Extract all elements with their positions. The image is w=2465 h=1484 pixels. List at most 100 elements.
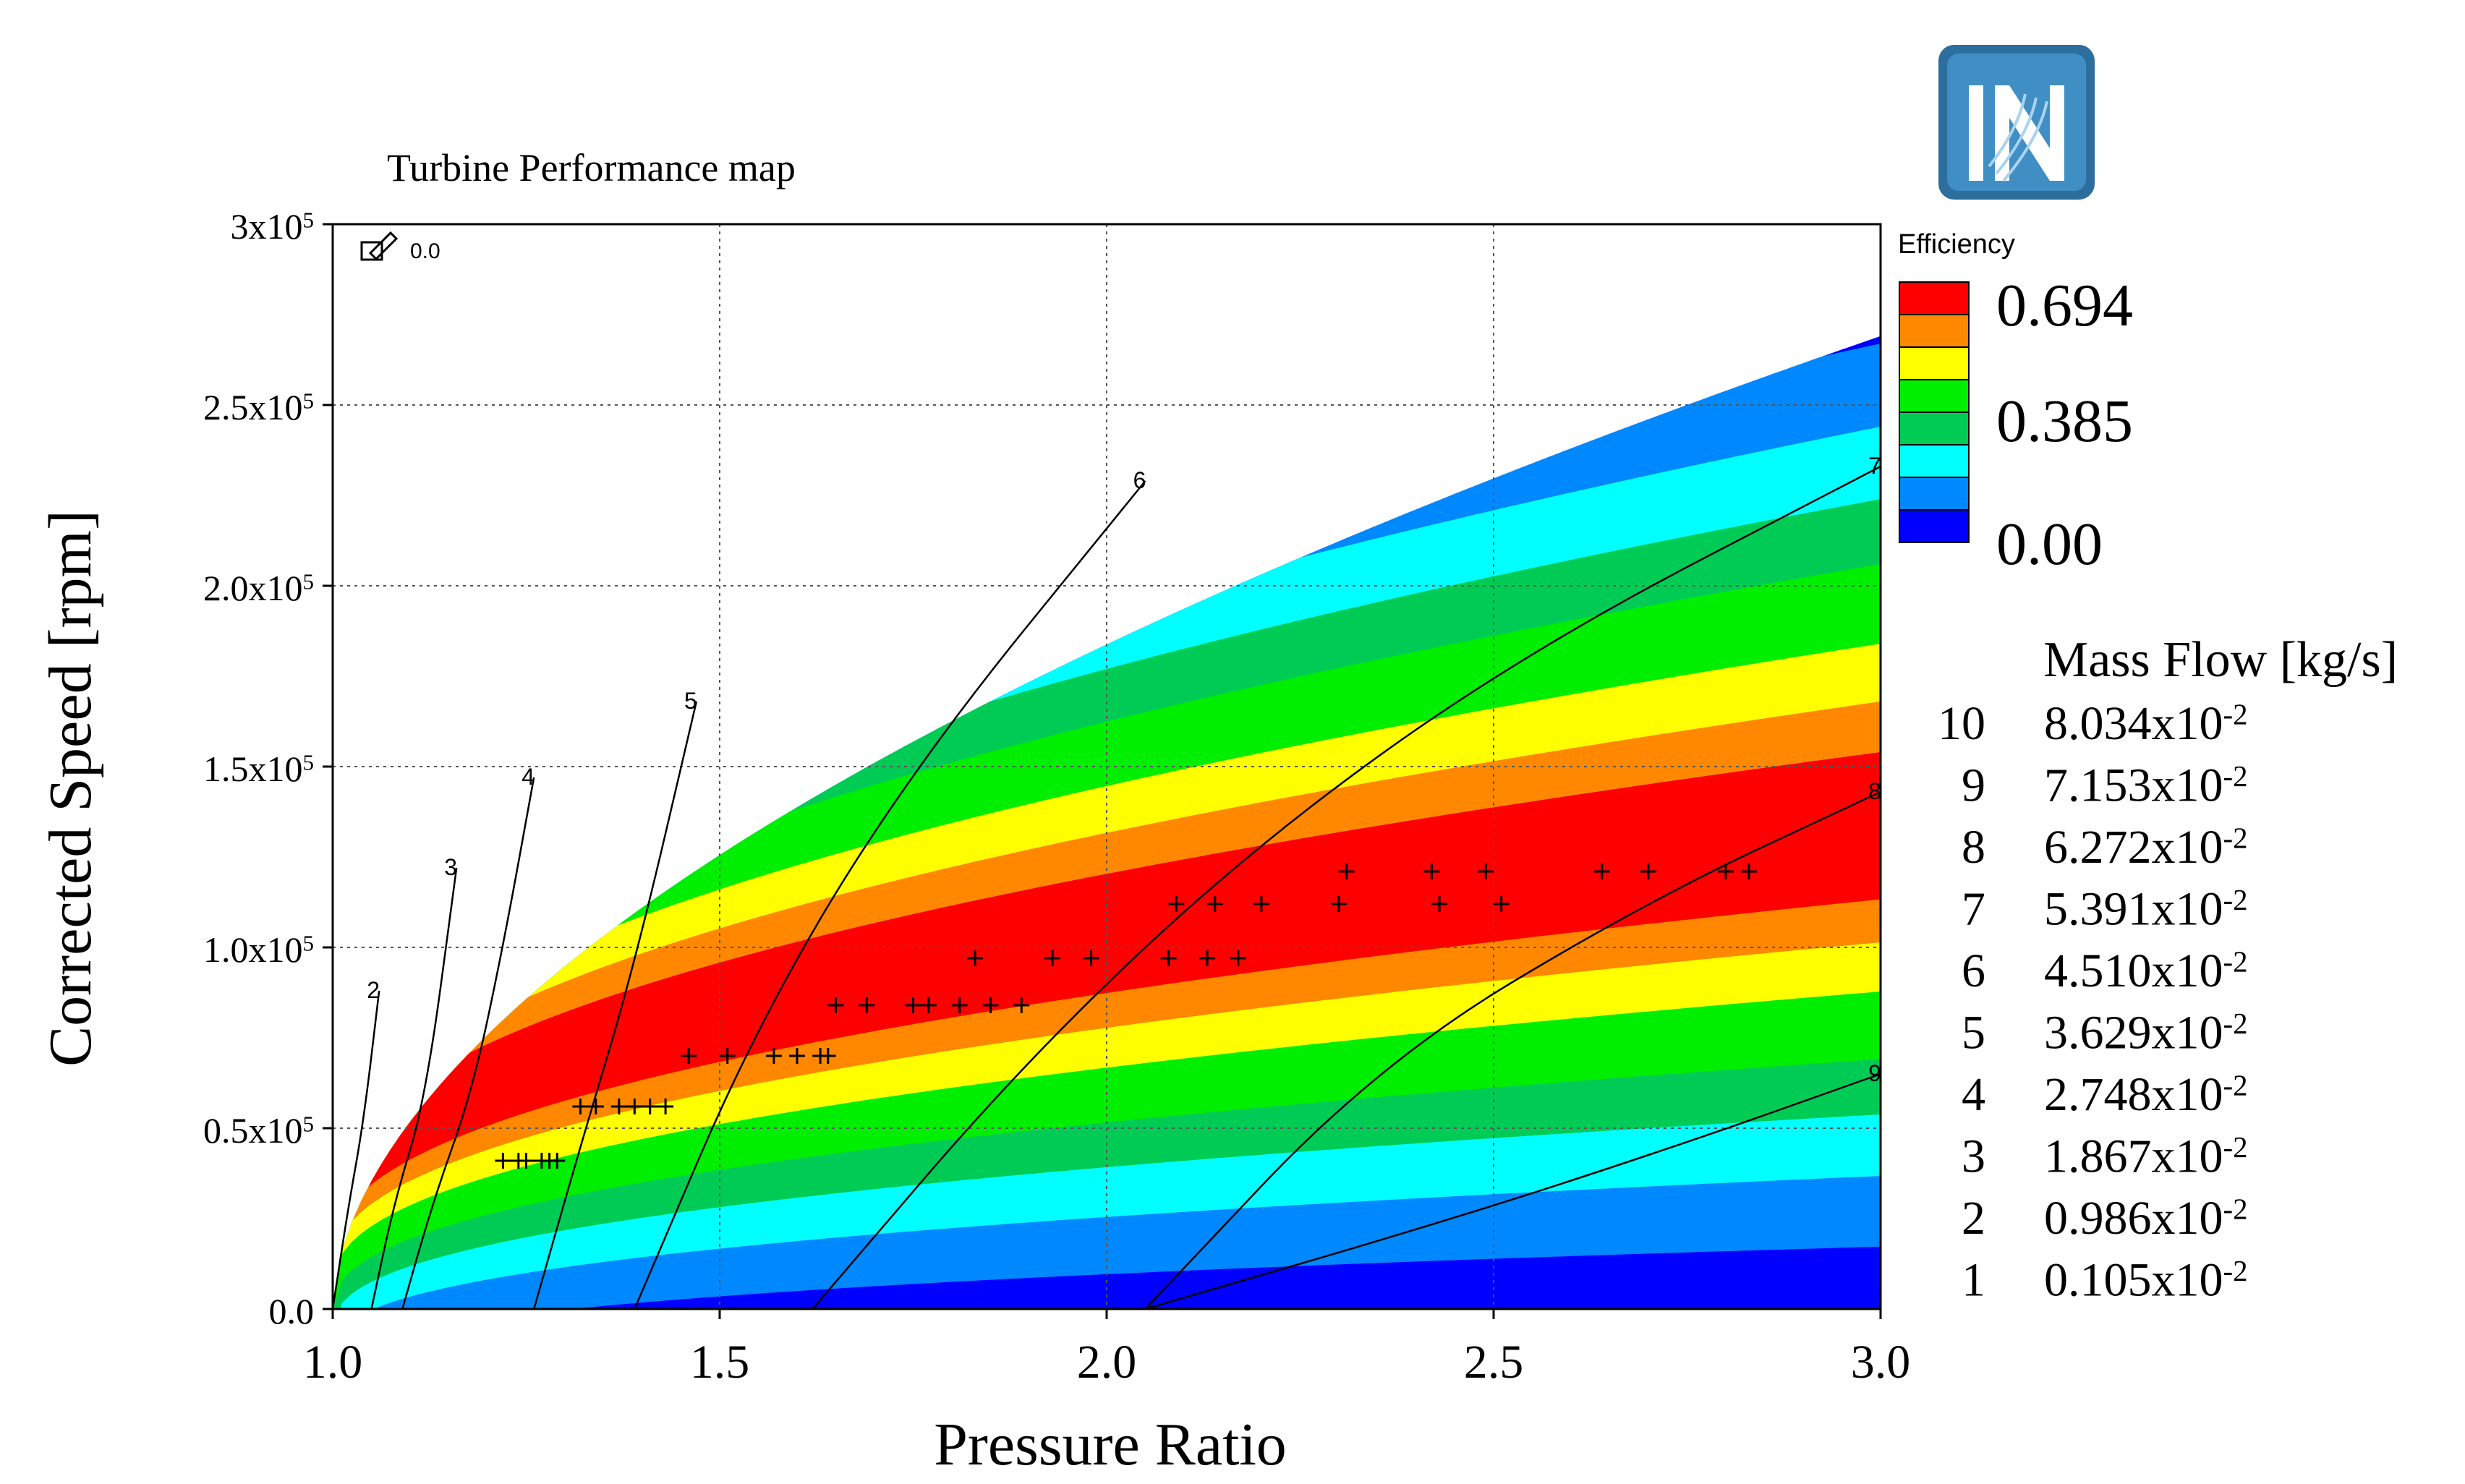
colorbar-swatch	[1899, 281, 1970, 315]
x-axis-label: Pressure Ratio	[934, 1411, 1287, 1478]
operating-point	[1168, 896, 1185, 912]
mass-flow-legend-id: 3	[1962, 1130, 1985, 1183]
mass-flow-legend-value: 8.034x10-2	[2044, 697, 2248, 750]
operating-point	[681, 1048, 697, 1064]
operating-point	[1423, 863, 1440, 879]
mass-flow-legend-id: 1	[1962, 1254, 1985, 1307]
operating-point	[1044, 950, 1061, 966]
operating-point	[1593, 863, 1610, 879]
y-tick-label: 0.0	[269, 1291, 315, 1331]
mass-flow-legend: 10 8.034x10-2 9 7.153x10-2 8 6.272x10-2 7 5.391…	[1938, 697, 2248, 1307]
operating-point	[1083, 950, 1099, 966]
mass-flow-line-2	[331, 990, 380, 1310]
y-tick-label: 2.0x105	[203, 568, 314, 608]
mass-flow-line-label: 3	[444, 854, 457, 880]
mass-flow-line-label: 4	[521, 764, 535, 790]
operating-point	[905, 997, 921, 1013]
mass-flow-legend-value: 6.272x10-2	[2044, 821, 2248, 874]
operating-point	[1431, 896, 1448, 912]
colorbar-swatch	[1899, 314, 1970, 348]
operating-point	[920, 997, 937, 1013]
mass-flow-line-4	[401, 777, 535, 1310]
y-tick-label: 1.5x105	[203, 749, 314, 789]
colorbar-title: Efficiency	[1898, 229, 2015, 260]
colorbar-swatch	[1899, 509, 1970, 543]
mass-flow-line-label: 2	[367, 977, 380, 1003]
mass-flow-line-7	[812, 465, 1881, 1310]
operating-point	[951, 997, 968, 1013]
operating-point	[610, 1099, 627, 1114]
mass-flow-line-9	[1145, 1073, 1881, 1310]
colorbar	[1899, 281, 1970, 543]
colorbar-swatch	[1899, 346, 1970, 380]
axes: 1.0 1.5 2.0 2.5 3.0 0.0 0.5x105 1.0x105 1.5x105 2…	[203, 206, 1910, 1389]
mass-flow-line-label: 9	[1868, 1060, 1881, 1086]
mass-flow-line-8	[1144, 790, 1881, 1310]
mass-flow-line-label: 7	[1868, 453, 1881, 479]
x-tick-label: 2.5	[1464, 1336, 1524, 1389]
colorbar-label-max: 0.694	[1996, 272, 2133, 339]
grid	[333, 224, 1881, 1309]
y-tick-label: 2.5x105	[203, 387, 314, 427]
mass-flow-legend-value: 3.629x10-2	[2044, 1007, 2248, 1059]
operating-point	[1478, 863, 1494, 879]
operating-point	[982, 997, 999, 1013]
operating-point	[549, 1153, 566, 1169]
operating-point	[1253, 896, 1269, 912]
mass-flow-line-label: 6	[1133, 467, 1146, 493]
x-tick-label: 2.0	[1077, 1336, 1137, 1389]
operating-point	[1230, 950, 1246, 966]
y-axis-label: Corrected Speed [rpm]	[37, 510, 104, 1067]
x-tick-label: 3.0	[1851, 1336, 1911, 1389]
mass-flow-legend-id: 6	[1962, 944, 1985, 997]
operating-point	[1640, 863, 1656, 879]
operating-point	[1493, 896, 1510, 912]
operating-point	[1718, 863, 1734, 879]
operating-point	[495, 1153, 511, 1169]
mass-flow-legend-value: 2.748x10-2	[2044, 1068, 2248, 1121]
operating-point	[657, 1099, 674, 1114]
pencil-icon	[360, 231, 399, 261]
colorbar-label-min: 0.00	[1996, 511, 2103, 578]
pencil-annotation: 0.0	[410, 239, 440, 263]
mass-flow-line-6	[634, 480, 1146, 1310]
operating-point	[1160, 950, 1177, 966]
colorbar-swatch	[1899, 411, 1970, 445]
operating-point	[859, 997, 875, 1013]
mass-flow-legend-id: 8	[1962, 821, 1985, 874]
mass-flow-legend-value: 0.105x10-2	[2044, 1254, 2248, 1307]
colorbar-label-mid: 0.385	[1996, 388, 2133, 455]
operating-point	[1741, 863, 1758, 879]
colorbar-swatch	[1899, 444, 1970, 478]
mass-flow-legend-title: Mass Flow [kg/s]	[2043, 632, 2398, 688]
mass-flow-legend-value: 7.153x10-2	[2044, 759, 2248, 812]
mass-flow-legend-id: 10	[1938, 697, 1985, 750]
mass-flow-line-label: 5	[684, 688, 697, 714]
mass-flow-legend-value: 0.986x10-2	[2044, 1192, 2248, 1245]
operating-point	[642, 1099, 658, 1114]
operating-point	[719, 1048, 736, 1064]
mass-flow-lines: 2 3 4 5 6 7 8 9	[331, 453, 1881, 1310]
y-tick-label: 1.0x105	[203, 929, 314, 970]
operating-point	[587, 1099, 604, 1114]
mass-flow-legend-value: 4.510x10-2	[2044, 944, 2248, 997]
operating-point	[765, 1048, 782, 1064]
chart-title: Turbine Performance map	[387, 146, 796, 189]
operating-point	[1338, 863, 1355, 879]
mass-flow-line-3	[370, 867, 458, 1310]
x-tick-label: 1.5	[690, 1336, 750, 1389]
operating-points	[495, 863, 1758, 1169]
mass-flow-legend-id: 2	[1962, 1192, 1985, 1245]
operating-point	[819, 1048, 836, 1064]
operating-point	[967, 950, 984, 966]
mass-flow-legend-id: 4	[1962, 1068, 1985, 1121]
x-tick-label: 1.0	[303, 1336, 363, 1389]
operating-point	[789, 1048, 805, 1064]
operating-point	[518, 1153, 535, 1169]
operating-point	[572, 1099, 589, 1114]
operating-point	[1331, 896, 1347, 912]
mass-flow-legend-id: 9	[1962, 759, 1985, 812]
operating-point	[1206, 896, 1223, 912]
operating-point	[1013, 997, 1030, 1013]
